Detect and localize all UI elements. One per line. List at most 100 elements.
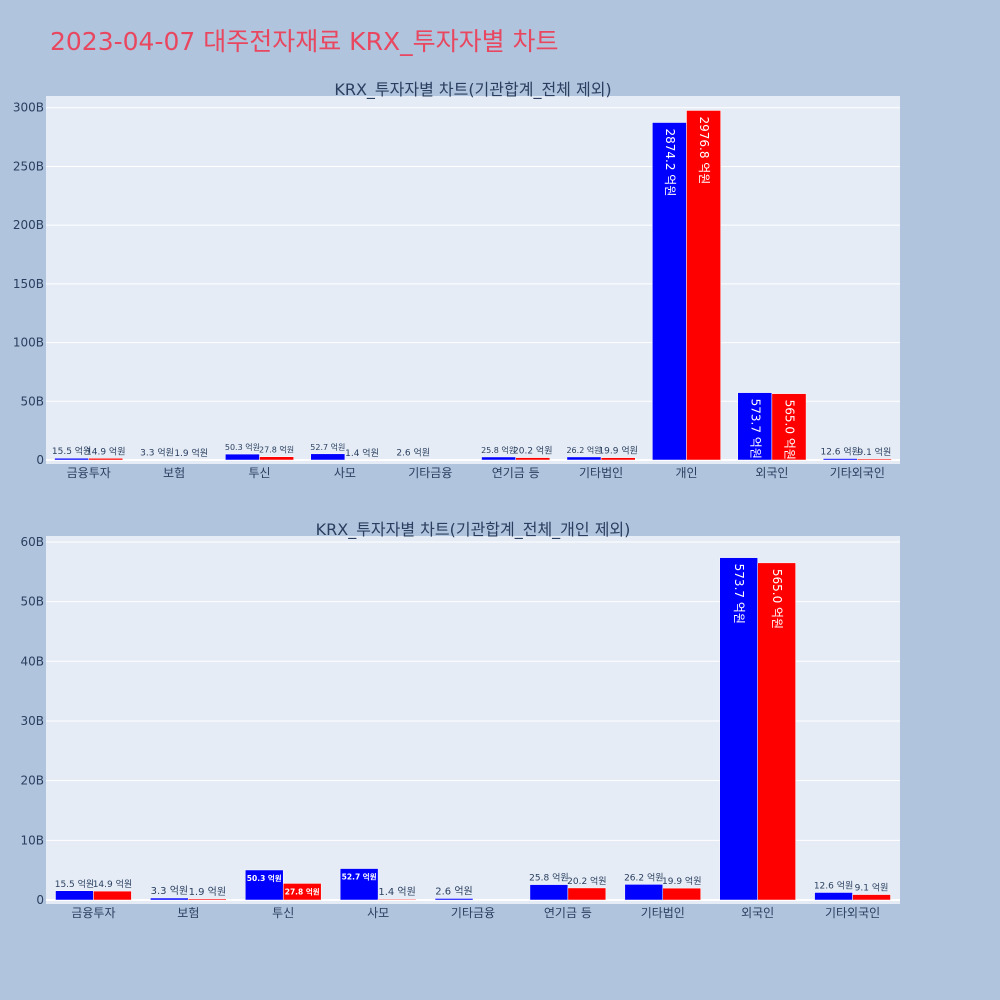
data-label: 9.1 억원 bbox=[858, 446, 892, 458]
y-tick-label: 30B bbox=[20, 714, 44, 728]
data-label: 26.2 억원 bbox=[624, 871, 663, 883]
y-tick-label: 0 bbox=[36, 453, 44, 467]
data-label: 2.6 억원 bbox=[435, 885, 472, 897]
bar bbox=[529, 884, 569, 901]
y-tick-label: 150B bbox=[13, 277, 44, 291]
data-label: 3.3 억원 bbox=[151, 885, 188, 897]
data-label: 20.2 억원 bbox=[513, 445, 552, 457]
bar bbox=[567, 887, 607, 901]
data-label: 50.3 억원 bbox=[225, 442, 260, 452]
category-label: 금융투자 bbox=[67, 466, 111, 480]
data-label: 20.2 억원 bbox=[567, 875, 606, 887]
chart-bottom: KRX_투자자별 차트(기관합계_전체_개인 제외) 0 10B 20B 30B 40B… bbox=[20, 520, 900, 920]
category-label: 보험 bbox=[163, 466, 185, 480]
y-tick-label: 20B bbox=[20, 774, 44, 788]
data-label: 565.0 억원 bbox=[770, 569, 784, 629]
category-label: 기타금융 bbox=[451, 906, 495, 920]
y-tick-label: 250B bbox=[13, 159, 44, 173]
bar bbox=[757, 562, 796, 901]
data-label: 14.9 억원 bbox=[86, 445, 125, 457]
category-label: 기타외국인 bbox=[830, 466, 885, 480]
category-label: 투신 bbox=[248, 466, 270, 480]
y-tick-label: 50B bbox=[20, 394, 44, 408]
bar bbox=[822, 458, 858, 461]
bar bbox=[377, 898, 417, 901]
data-label: 12.6 억원 bbox=[814, 879, 853, 891]
bar bbox=[310, 453, 346, 461]
y-tick-label: 60B bbox=[20, 535, 44, 549]
bar bbox=[93, 890, 132, 901]
data-label: 15.5 억원 bbox=[55, 878, 94, 890]
bar bbox=[662, 887, 701, 901]
data-label: 3.3 억원 bbox=[140, 447, 174, 459]
data-label: 14.9 억원 bbox=[93, 878, 132, 890]
category-label: 보험 bbox=[177, 906, 199, 920]
y-tick-label: 300B bbox=[13, 101, 44, 115]
chart-title-top: KRX_투자자별 차트(기관합계_전체 제외) bbox=[334, 80, 611, 100]
bar bbox=[282, 883, 322, 901]
bar bbox=[857, 458, 892, 461]
bar bbox=[259, 456, 294, 461]
data-label: 1.4 억원 bbox=[345, 447, 379, 459]
data-label: 1.9 억원 bbox=[174, 447, 208, 459]
y-tick-label: 40B bbox=[20, 654, 44, 668]
bar bbox=[245, 869, 284, 901]
category-label: 기타법인 bbox=[641, 906, 685, 920]
category-label: 연기금 등 bbox=[492, 466, 540, 480]
bar bbox=[150, 897, 189, 901]
bar bbox=[55, 890, 94, 901]
category-label: 사모 bbox=[334, 466, 356, 480]
data-label: 19.9 억원 bbox=[598, 445, 637, 457]
data-label: 27.8 억원 bbox=[285, 886, 320, 896]
category-label: 기타법인 bbox=[579, 466, 623, 480]
bar bbox=[434, 898, 474, 901]
category-label: 금융투자 bbox=[71, 906, 115, 920]
chart-title-bottom: KRX_투자자별 차트(기관합계_전체_개인 제외) bbox=[316, 520, 631, 540]
data-label: 25.8 억원 bbox=[481, 445, 516, 455]
bar bbox=[771, 393, 807, 461]
page-title: 2023-04-07 대주전자재료 KRX_투자자별 차트 bbox=[50, 27, 559, 56]
data-label: 2874.2 억원 bbox=[663, 129, 677, 197]
data-label: 27.8 억원 bbox=[259, 445, 294, 455]
bar bbox=[719, 557, 758, 901]
category-label: 투신 bbox=[272, 906, 294, 920]
bar bbox=[652, 122, 687, 461]
data-label: 52.7 억원 bbox=[342, 872, 377, 882]
bar bbox=[515, 457, 551, 461]
y-tick-label: 10B bbox=[20, 833, 44, 847]
data-label: 9.1 억원 bbox=[855, 882, 889, 894]
category-label: 기타금융 bbox=[408, 466, 452, 480]
bar bbox=[624, 884, 664, 901]
bar bbox=[814, 892, 853, 901]
data-label: 26.2 억원 bbox=[566, 445, 601, 455]
bar bbox=[88, 458, 124, 461]
category-label: 외국인 bbox=[755, 466, 788, 480]
category-label: 사모 bbox=[367, 906, 389, 920]
data-label: 50.3 억원 bbox=[247, 873, 282, 883]
data-label: 2976.8 억원 bbox=[697, 116, 711, 184]
data-label: 1.9 억원 bbox=[189, 886, 226, 898]
bar bbox=[54, 457, 89, 461]
data-label: 2.6 억원 bbox=[396, 447, 430, 459]
y-tick-label: 100B bbox=[13, 336, 44, 350]
y-tick-label: 200B bbox=[13, 218, 44, 232]
bar bbox=[481, 456, 516, 461]
data-label: 25.8 억원 bbox=[529, 872, 568, 884]
y-tick-label: 50B bbox=[20, 595, 44, 609]
data-label: 52.7 억원 bbox=[310, 442, 345, 452]
data-label: 1.4 억원 bbox=[378, 886, 415, 898]
bar bbox=[686, 110, 721, 461]
category-label: 연기금 등 bbox=[544, 906, 592, 920]
data-label: 573.7 억원 bbox=[748, 399, 762, 459]
data-label: 12.6 억원 bbox=[820, 446, 859, 458]
data-label: 19.9 억원 bbox=[662, 875, 701, 887]
category-label: 외국인 bbox=[741, 906, 774, 920]
chart-top: KRX_투자자별 차트(기관합계_전체 제외) 0 50B 100B 150B 200B… bbox=[13, 80, 900, 480]
bar bbox=[600, 457, 636, 461]
data-label: 573.7 억원 bbox=[732, 564, 746, 624]
bar bbox=[339, 868, 379, 901]
category-label: 개인 bbox=[675, 466, 697, 480]
chart-marks-top: 0 50B 100B 150B 200B 250B 300B 금융투자 15.5 억원14.9 … bbox=[13, 101, 900, 480]
